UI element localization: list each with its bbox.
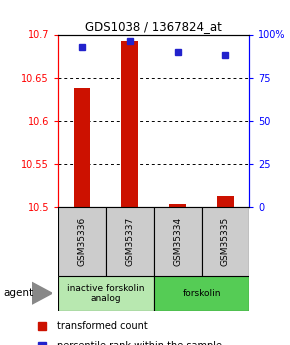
Text: GSM35337: GSM35337 — [125, 217, 134, 266]
Text: forskolin: forskolin — [182, 289, 221, 298]
Polygon shape — [32, 282, 52, 304]
FancyBboxPatch shape — [58, 207, 106, 276]
Text: percentile rank within the sample: percentile rank within the sample — [57, 341, 222, 345]
Title: GDS1038 / 1367824_at: GDS1038 / 1367824_at — [85, 20, 222, 33]
FancyBboxPatch shape — [202, 207, 249, 276]
Text: agent: agent — [3, 288, 33, 298]
Text: transformed count: transformed count — [57, 321, 148, 331]
Bar — [122, 40, 138, 207]
Text: GSM35335: GSM35335 — [221, 217, 230, 266]
Text: inactive forskolin
analog: inactive forskolin analog — [67, 284, 145, 303]
FancyBboxPatch shape — [154, 276, 249, 310]
FancyBboxPatch shape — [154, 207, 202, 276]
Bar — [74, 88, 90, 207]
Bar — [169, 204, 186, 207]
Bar — [217, 196, 234, 207]
FancyBboxPatch shape — [58, 276, 154, 310]
Text: GSM35336: GSM35336 — [77, 217, 86, 266]
FancyBboxPatch shape — [106, 207, 154, 276]
Text: GSM35334: GSM35334 — [173, 217, 182, 266]
